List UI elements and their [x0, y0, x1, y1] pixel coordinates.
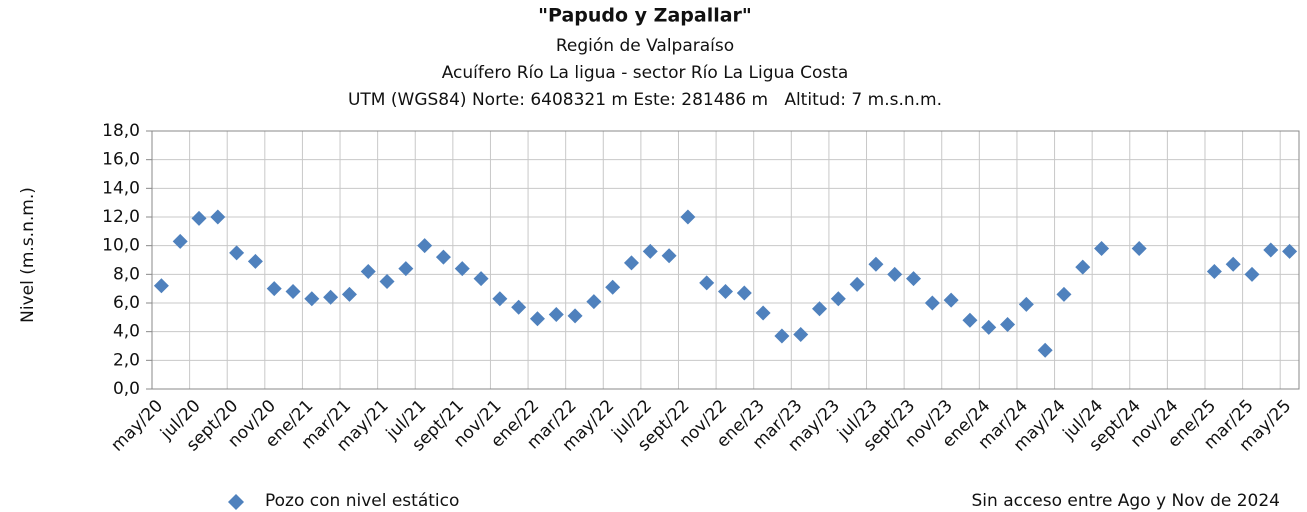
marker [1037, 342, 1053, 358]
marker [943, 292, 959, 308]
subtitle: UTM (WGS84) Norte: 6408321 m Este: 28148… [348, 90, 942, 110]
marker [323, 289, 339, 305]
marker [962, 312, 978, 328]
y-tick-label: 2,0 [113, 350, 140, 370]
marker [1244, 266, 1260, 282]
marker [304, 291, 320, 307]
marker [755, 305, 771, 321]
marker [1282, 243, 1298, 259]
marker [1075, 259, 1091, 275]
y-tick-label: 16,0 [102, 150, 140, 170]
marker [623, 255, 639, 271]
y-tick-label: 6,0 [113, 293, 140, 313]
marker [1094, 241, 1110, 257]
marker [454, 261, 470, 277]
subtitle: Acuífero Río La ligua - sector Río La Li… [442, 63, 849, 83]
marker [341, 286, 357, 302]
marker [1000, 317, 1016, 332]
marker [981, 319, 997, 335]
marker [153, 278, 169, 294]
marker [360, 263, 376, 279]
marker [793, 327, 809, 343]
marker [605, 279, 621, 295]
y-tick-label: 12,0 [102, 207, 140, 227]
marker [774, 328, 790, 344]
marker [172, 233, 188, 249]
y-tick-label: 8,0 [113, 264, 140, 284]
marker [661, 248, 677, 264]
legend-label: Pozo con nivel estático [265, 491, 459, 511]
y-tick-label: 14,0 [102, 178, 140, 198]
marker [398, 261, 414, 277]
marker [1056, 286, 1072, 302]
marker [379, 274, 395, 289]
marker [736, 285, 752, 301]
marker [868, 256, 884, 272]
marker [849, 276, 865, 292]
note: Sin acceso entre Ago y Nov de 2024 [972, 491, 1281, 511]
legend-marker [228, 494, 244, 510]
marker [642, 243, 658, 259]
y-tick-label: 0,0 [113, 379, 140, 399]
marker [830, 291, 846, 307]
marker [191, 210, 207, 226]
marker [1131, 241, 1147, 257]
marker [567, 308, 583, 324]
marker [210, 209, 226, 225]
marker [492, 291, 508, 307]
marker [699, 275, 715, 291]
y-tick-label: 18,0 [102, 121, 140, 141]
marker [812, 301, 828, 317]
marker [1018, 296, 1034, 312]
marker [473, 271, 489, 287]
marker [435, 249, 451, 265]
marker [586, 294, 602, 310]
marker [266, 281, 282, 297]
marker [548, 306, 564, 322]
subtitle: Región de Valparaíso [556, 36, 734, 56]
marker [285, 284, 301, 300]
chart-title: "Papudo y Zapallar" [538, 5, 752, 27]
marker [1206, 263, 1222, 279]
marker [906, 271, 922, 287]
marker [718, 284, 733, 300]
marker [529, 311, 545, 327]
marker [1225, 256, 1241, 272]
y-tick-label: 10,0 [102, 236, 140, 256]
marker [1263, 242, 1279, 258]
y-tick-label: 4,0 [113, 322, 140, 342]
marker [229, 245, 245, 261]
marker [924, 295, 940, 311]
marker [680, 209, 696, 225]
x-tick-label: may/20 [107, 396, 167, 456]
marker [511, 299, 527, 315]
marker [417, 238, 433, 254]
marker [247, 253, 263, 269]
plot-frame [151, 130, 1300, 390]
marker [887, 266, 903, 282]
y-axis-label: Nivel (m.s.n.m.) [18, 187, 38, 323]
